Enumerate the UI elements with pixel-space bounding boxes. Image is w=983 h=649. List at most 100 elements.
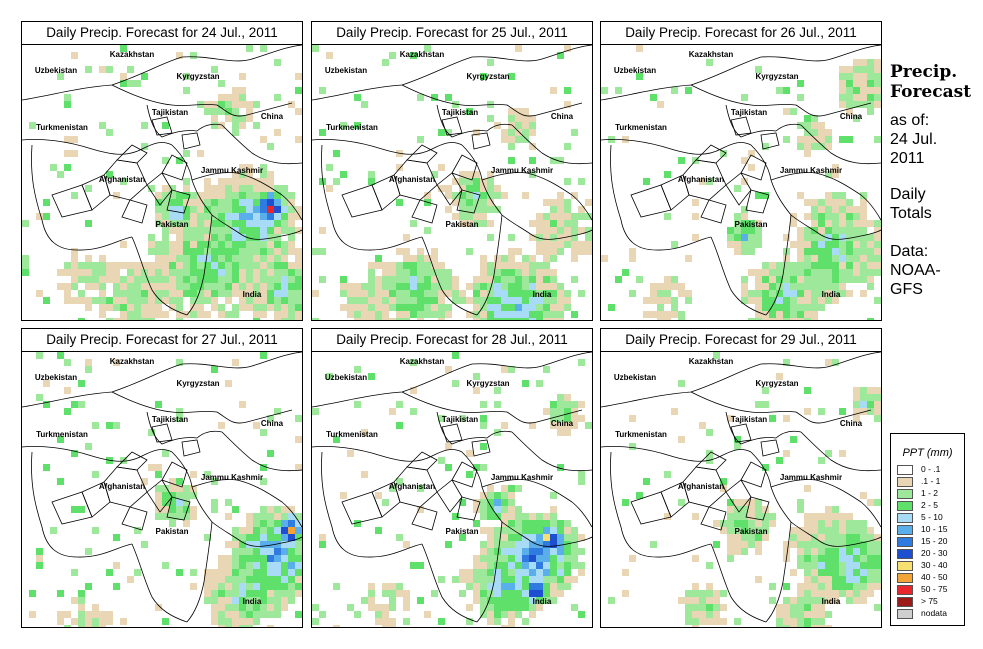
legend-entry: 5 - 10	[897, 512, 962, 524]
precip-cell	[176, 311, 183, 318]
precip-cell	[832, 590, 839, 597]
precip-cell	[424, 283, 431, 290]
precip-cell	[529, 129, 536, 136]
precip-cell	[106, 318, 113, 320]
precip-cell	[867, 590, 874, 597]
precip-cell	[232, 618, 239, 625]
precip-cell	[543, 318, 550, 320]
precip-cell	[741, 283, 748, 290]
precip-cell	[155, 604, 162, 611]
precip-cell	[564, 520, 571, 527]
precip-cell	[832, 506, 839, 513]
precip-cell	[211, 611, 218, 618]
precip-cell	[550, 555, 557, 562]
precip-cell	[797, 534, 804, 541]
precip-cell	[825, 359, 832, 366]
border-line	[456, 496, 481, 521]
precip-cell	[169, 297, 176, 304]
precip-cell	[120, 73, 127, 80]
precip-cell	[288, 548, 295, 555]
precip-cell	[797, 625, 804, 627]
precip-cell	[246, 548, 253, 555]
precip-cell	[543, 562, 550, 569]
precip-cell	[176, 157, 183, 164]
precip-cell	[811, 527, 818, 534]
precip-cell	[155, 464, 162, 471]
precip-cell	[685, 297, 692, 304]
precip-cell	[550, 548, 557, 555]
precip-cell	[127, 276, 134, 283]
precip-cell	[85, 443, 92, 450]
precip-cell	[522, 255, 529, 262]
precip-cell	[274, 569, 281, 576]
precip-cell	[169, 255, 176, 262]
precip-cell	[741, 541, 748, 548]
border-line	[441, 423, 463, 443]
precip-cell	[141, 541, 148, 548]
border-line	[481, 479, 592, 528]
precip-cell	[769, 304, 776, 311]
precip-cell	[557, 318, 564, 320]
precip-cell	[536, 583, 543, 590]
legend-label: 30 - 40	[921, 560, 948, 570]
precip-cell	[522, 290, 529, 297]
precip-cell	[846, 87, 853, 94]
precip-cell	[874, 241, 881, 248]
precip-cell	[543, 527, 550, 534]
precip-cell	[515, 506, 522, 513]
precip-cell	[417, 311, 424, 318]
precip-cell	[529, 548, 536, 555]
precip-cell	[204, 471, 211, 478]
precip-cell	[706, 429, 713, 436]
precip-cell	[867, 541, 874, 548]
legend-entry: 2 - 5	[897, 500, 962, 512]
precip-cell	[99, 269, 106, 276]
precip-cell	[543, 534, 550, 541]
precip-cell	[741, 276, 748, 283]
forecast-panel: Daily Precip. Forecast for 26 Jul., 2011…	[600, 21, 882, 321]
precip-cell	[197, 276, 204, 283]
precip-cell	[197, 192, 204, 199]
precip-cell	[853, 394, 860, 401]
precip-cell	[267, 541, 274, 548]
precip-cell	[417, 297, 424, 304]
precip-cell	[190, 311, 197, 318]
border-line	[800, 431, 881, 472]
precip-cell	[218, 262, 225, 269]
precip-cell	[825, 241, 832, 248]
country-label: Kazakhstan	[110, 50, 155, 59]
precip-cell	[543, 276, 550, 283]
precip-cell	[487, 541, 494, 548]
precip-cell	[312, 408, 319, 415]
precip-cell	[253, 422, 260, 429]
precip-cell	[389, 408, 396, 415]
precip-cell	[225, 283, 232, 290]
precip-cell	[169, 220, 176, 227]
border-line	[760, 132, 780, 150]
precip-cell	[281, 220, 288, 227]
precip-cell	[501, 541, 508, 548]
country-label: Afghanistan	[99, 482, 145, 491]
precip-cell	[267, 248, 274, 255]
precip-cell	[508, 527, 515, 534]
precip-cell	[804, 213, 811, 220]
precip-cell	[755, 283, 762, 290]
precip-cell	[762, 262, 769, 269]
precip-cell	[403, 255, 410, 262]
precip-cell	[487, 576, 494, 583]
precip-cell	[260, 527, 267, 534]
precip-cell	[818, 513, 825, 520]
precip-cell	[832, 555, 839, 562]
border-line	[146, 411, 223, 445]
precip-cell	[239, 185, 246, 192]
precip-cell	[494, 492, 501, 499]
precip-cell	[755, 234, 762, 241]
precip-cell	[295, 534, 302, 541]
precip-cell	[494, 583, 501, 590]
precip-cell	[57, 73, 64, 80]
precip-cell	[29, 611, 36, 618]
precip-cell	[501, 506, 508, 513]
precip-cell	[741, 506, 748, 513]
precip-cell	[354, 401, 361, 408]
precip-cell	[438, 457, 445, 464]
